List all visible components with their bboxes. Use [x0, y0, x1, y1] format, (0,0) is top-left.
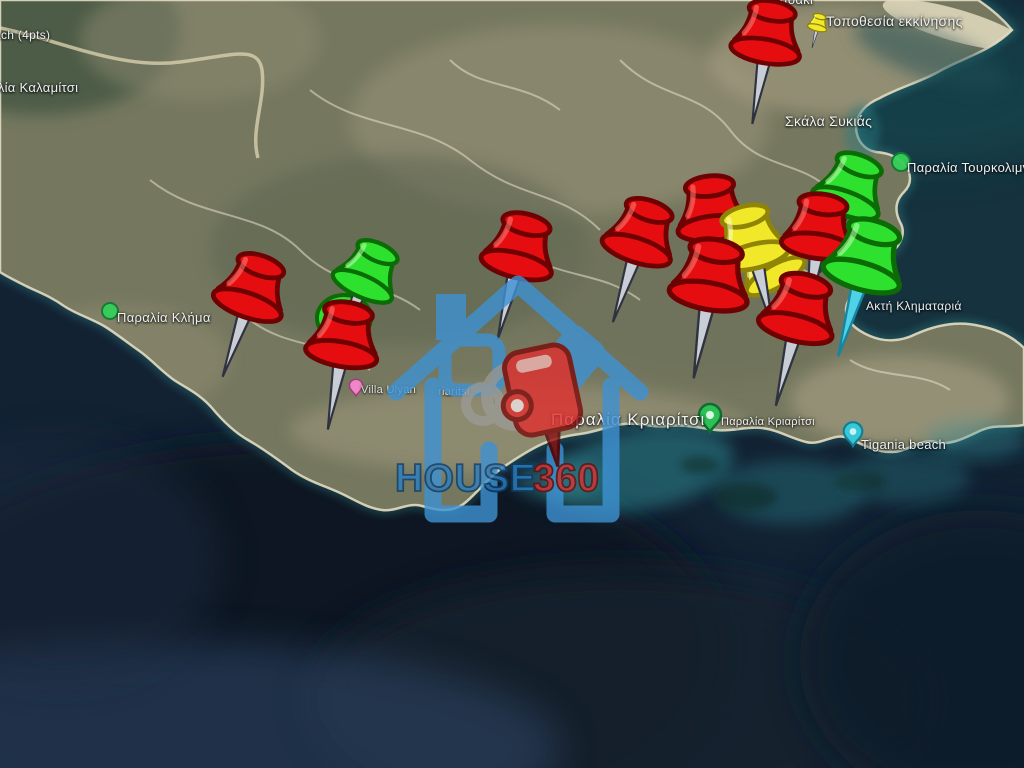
- map-pushpin-pin-green-e[interactable]: [800, 210, 914, 367]
- map-pushpin-pin-kriaritsi-west[interactable]: [292, 296, 385, 435]
- map-pushpin-pin-cluster-se[interactable]: [739, 266, 845, 415]
- main-track-road: [0, 26, 265, 159]
- map-label-start-location[interactable]: Τοποθεσία εκκίνησης: [826, 13, 963, 29]
- brand-text-house: HOUSE: [395, 457, 536, 500]
- house360-logo: HOUSE 360: [387, 275, 649, 523]
- icon-tigania-marker-icon[interactable]: [842, 421, 864, 449]
- map-label-akti-klimataria[interactable]: Ακτή Κληματαριά: [866, 299, 962, 313]
- map-pushpin-icon-start-pin[interactable]: [802, 12, 830, 51]
- map-label-kriaritsi-big[interactable]: Παραλία Κριαρίτσι: [551, 410, 706, 429]
- icon-klima-marker-icon[interactable]: [101, 302, 119, 320]
- map-label-kriaritsi-small[interactable]: Παραλία Κριαρίτσι: [721, 416, 815, 428]
- map-pushpin-pin-cluster-s[interactable]: [655, 233, 757, 385]
- map-label-tigania-beach[interactable]: Tigania beach: [861, 437, 947, 452]
- map-label-skala-sykias[interactable]: Σκάλα Συκιάς: [785, 113, 873, 129]
- map-label-tourkolimnio[interactable]: Παραλία Τουρκολιμνιώ: [907, 160, 1024, 175]
- red-logo-pin-icon: [500, 342, 584, 468]
- map-label-klima[interactable]: Παραλία Κλήμα: [117, 310, 211, 325]
- chimney-shape: [436, 294, 466, 340]
- map-pushpin-pin-klima[interactable]: [189, 245, 298, 389]
- icon-kriaritsi-marker-icon[interactable]: [697, 402, 723, 435]
- map-pushpin-pin-cluster-w[interactable]: [579, 190, 686, 333]
- map-label-kalamitsi[interactable]: αλία Καλαμίτσι: [0, 80, 79, 95]
- map-label-beach-4pts[interactable]: ach (4pts): [0, 28, 51, 42]
- shallow-water-patches: [515, 19, 1024, 524]
- brand-text-360: 360: [533, 457, 600, 500]
- map-pushpin-pin-top[interactable]: [718, 0, 808, 130]
- icon-villa-marker-icon[interactable]: [348, 378, 364, 398]
- icon-bay-marker-icon[interactable]: [891, 152, 911, 172]
